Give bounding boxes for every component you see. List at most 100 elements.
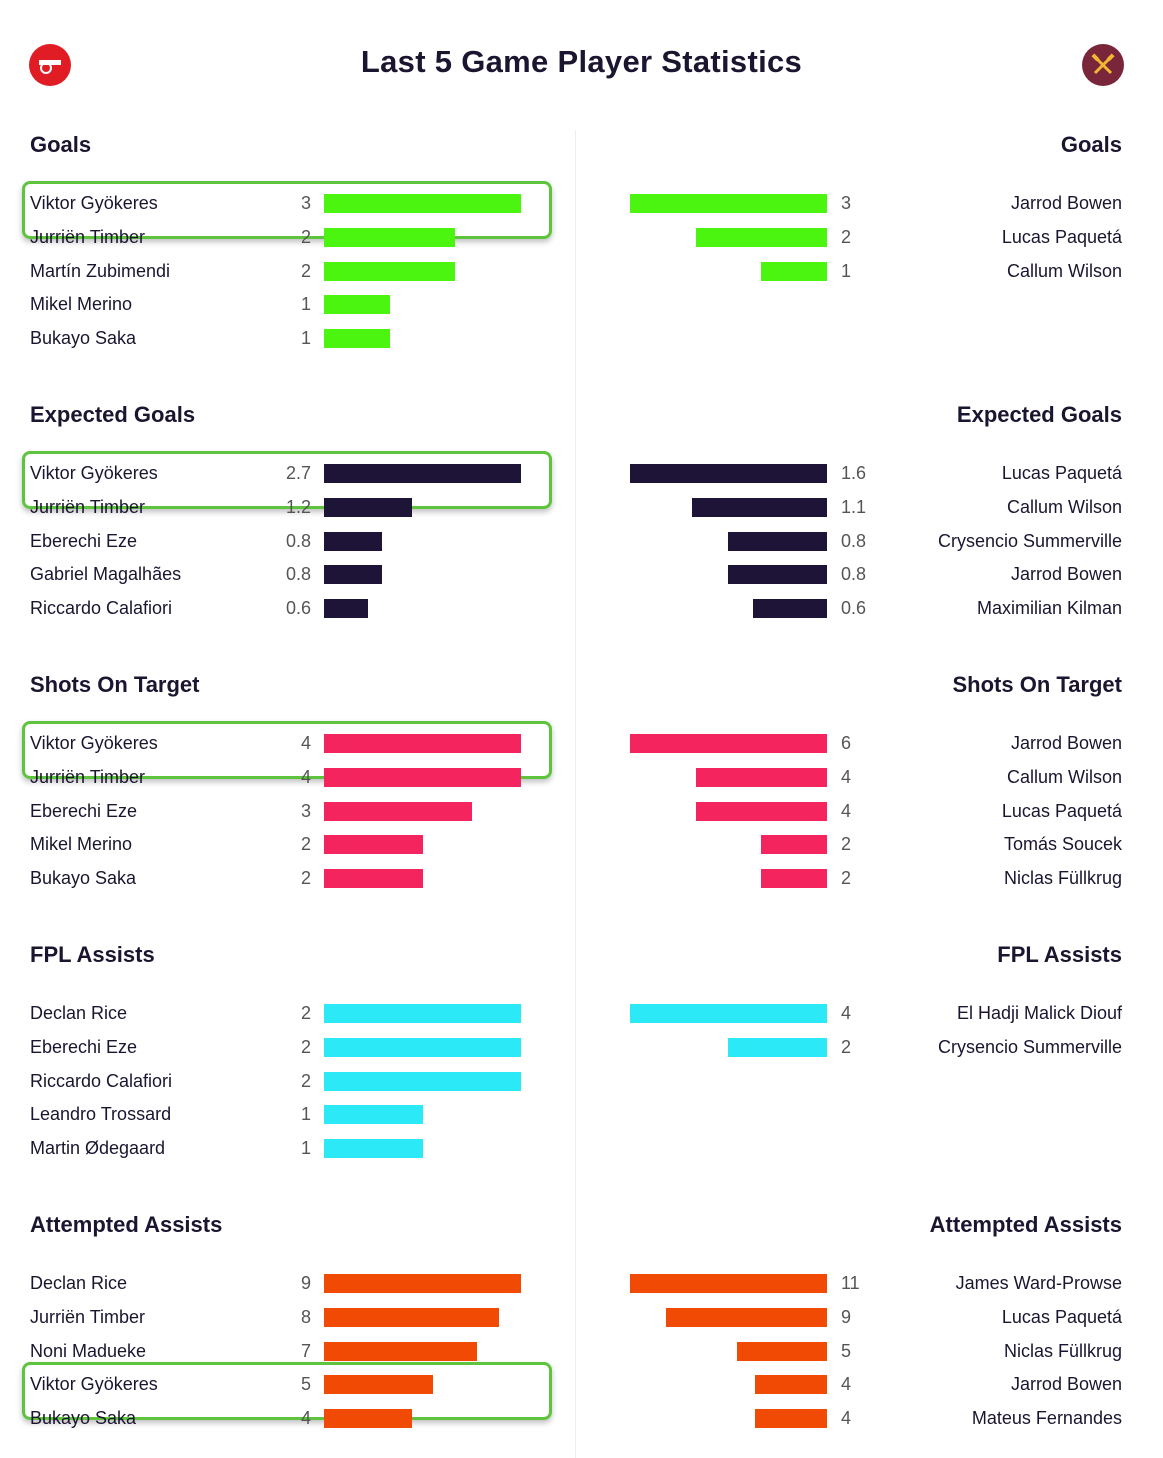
stat-bar-home: [324, 767, 521, 787]
player-name-home: Bukayo Saka: [30, 1408, 137, 1428]
stat-value-away: 6: [841, 733, 852, 753]
page-title: Last 5 Game Player Statistics: [360, 44, 803, 79]
stat-value-away: 0.8: [841, 530, 867, 551]
stat-bar-away: [761, 261, 827, 281]
stat-bar-home: [324, 1307, 499, 1327]
player-name-away: Callum Wilson: [1006, 260, 1122, 281]
stat-bar-away: [696, 767, 827, 787]
stat-bar-away: [728, 1037, 827, 1057]
player-name-home: Viktor Gyökeres: [30, 733, 158, 753]
player-name-home: Mikel Merino: [30, 834, 133, 855]
player-name-away: Maximilian Kilman: [976, 598, 1122, 618]
player-name-away: James Ward-Prowse: [955, 1273, 1122, 1293]
stat-bar-home: [324, 227, 455, 247]
stat-value-home: 2: [300, 868, 311, 888]
stat-bar-away: [761, 869, 827, 888]
stat-value-home: 5: [300, 1374, 311, 1395]
player-name-away: Mateus Fernandes: [971, 1408, 1122, 1428]
stat-bar-away: [696, 801, 827, 821]
stat-bar-away: [753, 599, 827, 618]
player-name-home: Bukayo Saka: [30, 868, 137, 888]
player-name-home: Gabriel Magalhães: [30, 564, 182, 585]
stat-value-home: 0.8: [285, 530, 311, 551]
stat-value-home: 8: [300, 1306, 311, 1327]
section-title-home: Goals: [30, 132, 92, 157]
stat-bar-home: [324, 1071, 521, 1091]
stat-value-home: 9: [300, 1273, 311, 1293]
player-name-away: Crysencio Summerville: [937, 530, 1122, 551]
section-title-away: Shots On Target: [952, 672, 1123, 697]
stat-bar-away: [630, 1004, 827, 1023]
stat-value-away: 1: [841, 260, 852, 281]
column-divider: [575, 130, 576, 1458]
player-name-home: Jurriën Timber: [30, 1306, 146, 1327]
stat-value-home: 7: [300, 1340, 311, 1361]
player-name-home: Declan Rice: [30, 1273, 128, 1293]
stat-bar-home: [324, 801, 472, 821]
stat-bar-away: [666, 1307, 827, 1327]
player-name-home: Eberechi Eze: [30, 530, 138, 551]
stat-bar-home: [324, 497, 412, 517]
stat-bar-home: [324, 565, 382, 585]
player-name-away: Jarrod Bowen: [1010, 193, 1122, 213]
stat-value-away: 3: [841, 193, 852, 213]
stat-value-away: 1.6: [841, 463, 867, 483]
stat-value-home: 4: [300, 733, 311, 753]
stat-value-home: 2: [300, 260, 311, 281]
player-name-away: Niclas Füllkrug: [1003, 1340, 1122, 1361]
stat-bar-home: [324, 1037, 521, 1057]
player-name-home: Viktor Gyökeres: [30, 1374, 158, 1395]
stat-value-home: 2: [300, 1036, 311, 1057]
stat-value-home: 2: [300, 834, 311, 855]
player-name-away: Callum Wilson: [1006, 766, 1122, 787]
stat-bar-away: [755, 1409, 827, 1428]
stat-bar-home: [324, 599, 368, 618]
player-name-home: Martin Ødegaard: [30, 1138, 166, 1158]
player-name-home: Riccardo Calafiori: [30, 598, 173, 618]
stat-bar-home: [324, 869, 423, 888]
stat-value-home: 1.2: [285, 496, 311, 517]
stat-value-away: 1.1: [841, 496, 867, 517]
player-name-away: Lucas Paquetá: [1001, 226, 1122, 247]
stat-value-away: 0.6: [841, 598, 867, 618]
stat-value-home: 1: [300, 1104, 311, 1125]
stat-bar-away: [630, 194, 827, 213]
stat-bar-home: [324, 464, 521, 483]
player-name-away: El Hadji Malick Diouf: [956, 1003, 1122, 1023]
stat-bar-away: [737, 1341, 827, 1361]
stat-value-away: 11: [841, 1273, 860, 1293]
player-name-home: Mikel Merino: [30, 294, 133, 315]
stat-value-away: 5: [841, 1340, 852, 1361]
player-name-home: Viktor Gyökeres: [30, 463, 158, 483]
section-title-home: Shots On Target: [30, 672, 200, 697]
section-title-home: Attempted Assists: [30, 1212, 223, 1237]
stat-value-away: 0.8: [841, 564, 867, 585]
stat-value-away: 2: [841, 834, 852, 855]
player-name-away: Jarrod Bowen: [1010, 733, 1122, 753]
stat-value-home: 1: [300, 1138, 311, 1158]
stat-bar-home: [324, 1004, 521, 1023]
player-name-away: Jarrod Bowen: [1010, 564, 1122, 585]
player-name-home: Jurriën Timber: [30, 766, 146, 787]
player-name-away: Lucas Paquetá: [1001, 1306, 1122, 1327]
stat-bar-away: [761, 835, 827, 855]
stat-value-home: 4: [300, 766, 311, 787]
stat-bar-home: [324, 734, 521, 753]
stat-value-home: 2: [300, 226, 311, 247]
player-name-home: Eberechi Eze: [30, 800, 138, 821]
player-name-home: Eberechi Eze: [30, 1036, 138, 1057]
player-name-away: Lucas Paquetá: [1001, 463, 1122, 483]
player-name-home: Noni Madueke: [30, 1340, 147, 1361]
player-name-home: Martín Zubimendi: [30, 260, 171, 281]
stat-value-away: 4: [841, 766, 852, 787]
player-name-home: Riccardo Calafiori: [30, 1070, 173, 1091]
section-title-home: FPL Assists: [30, 942, 155, 967]
stat-value-away: 2: [841, 226, 852, 247]
player-name-away: Lucas Paquetá: [1001, 800, 1122, 821]
stat-value-home: 0.8: [285, 564, 311, 585]
stat-bar-home: [324, 1139, 423, 1158]
stat-bar-home: [324, 329, 390, 348]
section-title-away: Attempted Assists: [929, 1212, 1122, 1237]
stat-bar-away: [630, 734, 827, 753]
player-name-home: Viktor Gyökeres: [30, 193, 158, 213]
